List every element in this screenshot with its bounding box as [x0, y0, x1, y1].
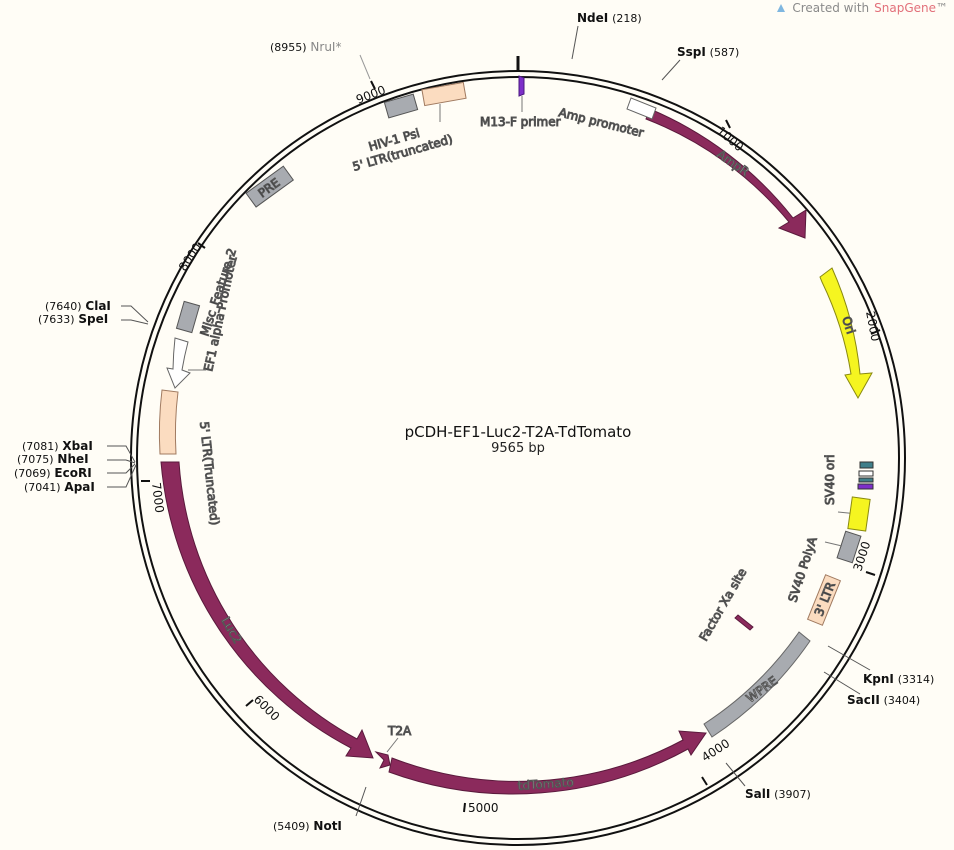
tick-label-2000: 2000: [863, 310, 883, 343]
snapgene-logo-icon: [777, 4, 786, 12]
site-noti: (5409) NotI: [273, 819, 342, 833]
feature-factor-xa: [734, 614, 754, 631]
site-nhei: (7075) NheI: [17, 452, 89, 466]
site-spei: (7633) SpeI: [38, 312, 108, 326]
feature-hiv1-psi: [383, 93, 419, 119]
feature-wpre: [703, 631, 811, 738]
feature-misc-2: [175, 300, 201, 334]
site-ndei: NdeI (218): [577, 11, 642, 25]
site-clai: (7640) ClaI: [45, 299, 111, 313]
backbone-outer: [130, 70, 906, 846]
feature-m13f-primer: [518, 75, 525, 97]
feature-factor-xa-label: Factor Xa site: [696, 566, 749, 644]
tick-label-5000: 5000: [468, 801, 499, 815]
tick-8000: [197, 242, 206, 249]
feature-5ltr-left: [158, 389, 179, 455]
feature-sv40-ori-label: SV40 ori: [823, 454, 837, 505]
feature-3ltr: [806, 574, 842, 626]
tick-label-7000: 7000: [149, 482, 167, 514]
feature-ori: [819, 267, 873, 400]
feature-ori-label: Ori: [839, 315, 858, 336]
tick-9000: [370, 80, 376, 90]
feature-tdtomato-label: tdTomato: [517, 775, 574, 793]
site-sali: SalI (3907): [745, 787, 811, 801]
credit-suffix: ™: [936, 1, 948, 15]
site-leaders: [107, 25, 871, 817]
site-sacii: SacII (3404): [847, 693, 920, 707]
credit-prefix: Created with: [792, 1, 870, 15]
feature-tdtomato: [388, 730, 707, 795]
feature-amp-promoter: [626, 97, 657, 120]
tick-3000: [865, 571, 876, 576]
plasmid-name: pCDH-EF1-Luc2-T2A-TdTomato: [405, 423, 632, 441]
plasmid-length: 9565 bp: [491, 441, 545, 456]
tick-5000: [463, 802, 466, 813]
feature-polya-misc: [836, 530, 862, 564]
feature-ampr: [645, 108, 807, 239]
feature-luc2: [160, 461, 374, 759]
feature-sv40-polya: [847, 496, 871, 532]
tick-2000: [870, 329, 881, 335]
tick-6000: [245, 699, 254, 707]
site-xbai: (7081) XbaI: [22, 439, 93, 453]
feature-t2a-label: T2A: [387, 724, 412, 738]
site-ecori: (7069) EcoRI: [14, 466, 92, 480]
feature-ef1a-promoter: [166, 337, 191, 389]
site-apai: (7041) ApaI: [24, 480, 95, 494]
site-nrui: (8955) NruI*: [270, 40, 341, 54]
tick-label-8000: 8000: [176, 241, 205, 274]
feature-sv40-ori: [857, 461, 874, 490]
site-kpni: KpnI (3314): [863, 672, 934, 686]
feature-pre: [245, 165, 295, 208]
tick-label-4000: 4000: [699, 736, 732, 764]
feature-sv40-polya-label: SV40 PolyA: [786, 534, 820, 603]
feature-5ltr-top: [421, 81, 467, 107]
feature-5ltr-left-label: 5' LTR(Truncated): [197, 421, 222, 526]
snapgene-credit: Created with SnapGene™: [775, 1, 948, 15]
site-sspi: SspI (587): [677, 45, 739, 59]
credit-brand: SnapGene: [874, 1, 936, 15]
site-labels: NdeI (218) SspI (587) KpnI (3314) SacII …: [14, 11, 934, 833]
backbone-inner: [136, 76, 900, 840]
tick-label-9000: 9000: [354, 83, 388, 107]
feature-m13f-primer-label: M13-F primer: [480, 115, 561, 129]
tick-4000: [701, 776, 708, 786]
feature-t2a: [374, 751, 391, 769]
tick-1000: [725, 119, 731, 129]
